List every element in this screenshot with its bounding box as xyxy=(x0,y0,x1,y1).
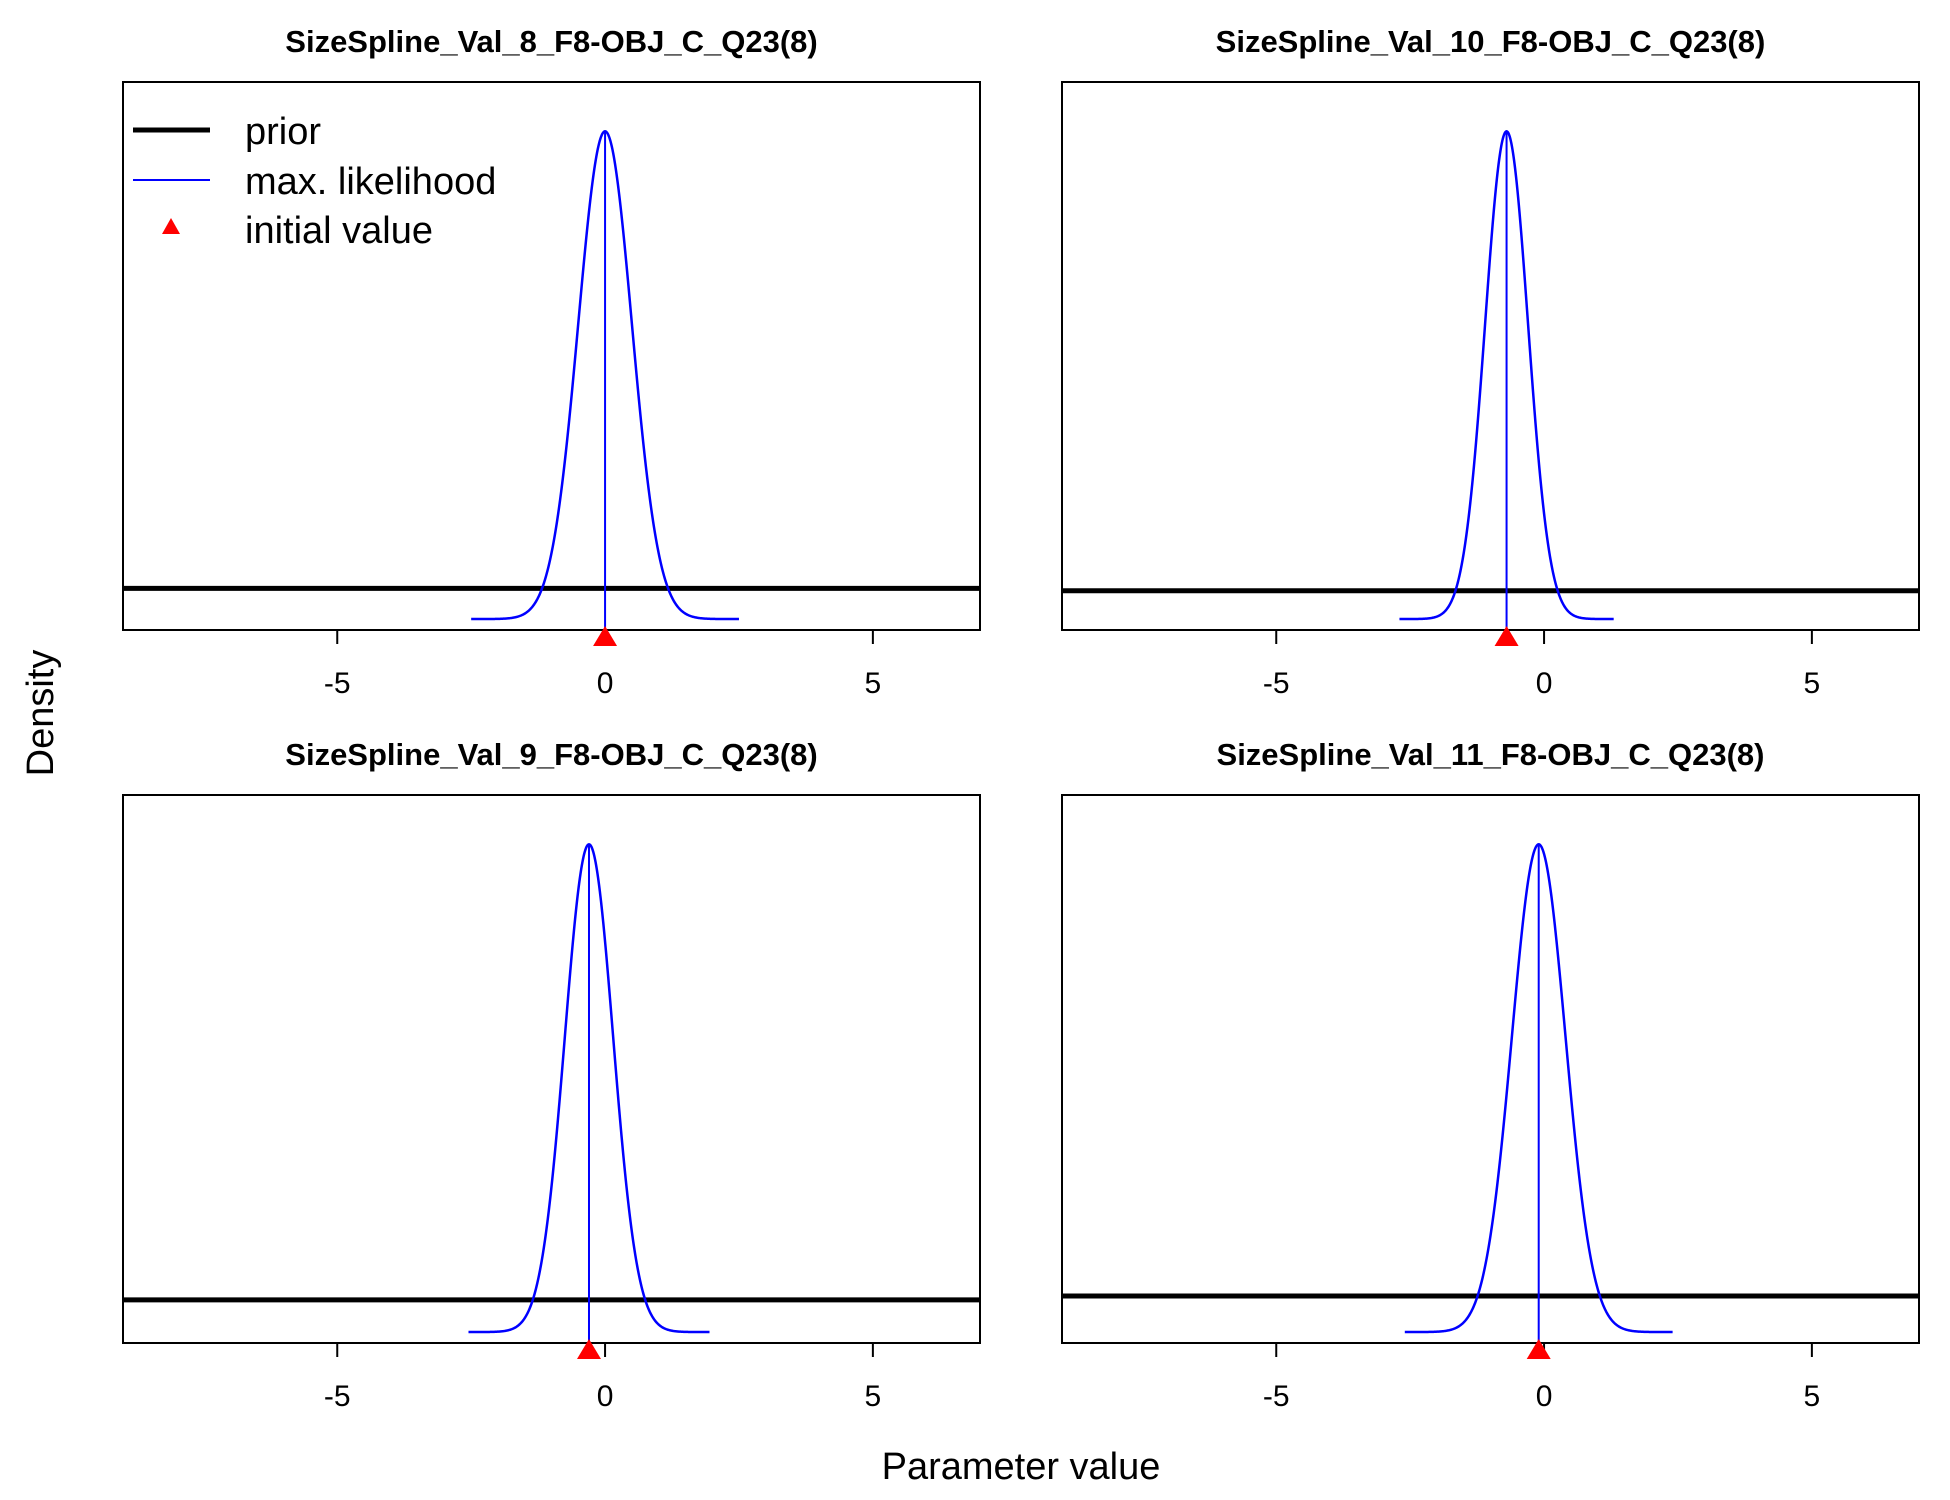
x-tick-label: 5 xyxy=(1804,667,1821,700)
panel-title: SizeSpline_Val_11_F8-OBJ_C_Q23(8) xyxy=(1217,737,1765,772)
x-tick-label: -5 xyxy=(1263,667,1290,700)
initial-value-marker xyxy=(576,1339,601,1359)
legend-initial-label: initial value xyxy=(245,210,433,252)
plot-area xyxy=(1062,130,1919,630)
panel-frame xyxy=(1061,794,1920,1344)
x-axis-label: Parameter value xyxy=(882,1446,1161,1488)
plot-area xyxy=(123,130,980,630)
legend-prior-label: prior xyxy=(245,111,321,153)
x-tick-label: 5 xyxy=(865,1380,882,1413)
legend: prior max. likelihood initial value xyxy=(133,111,496,252)
panel-2: SizeSpline_Val_10_F8-OBJ_C_Q23(8) -5 0 5 xyxy=(1061,24,1920,700)
x-tick-label: -5 xyxy=(324,1380,351,1413)
initial-value-marker xyxy=(1494,626,1519,646)
panel-title: SizeSpline_Val_9_F8-OBJ_C_Q23(8) xyxy=(285,737,817,772)
panel-3: SizeSpline_Val_9_F8-OBJ_C_Q23(8) -5 0 5 xyxy=(122,737,981,1413)
plot-area xyxy=(123,843,980,1343)
legend-ml-label: max. likelihood xyxy=(245,161,496,203)
x-tick-label: 5 xyxy=(865,667,882,700)
x-tick-label: 0 xyxy=(1536,1380,1553,1413)
x-tick-label: -5 xyxy=(1263,1380,1290,1413)
panel-1: SizeSpline_Val_8_F8-OBJ_C_Q23(8) -5 0 5 xyxy=(122,24,981,700)
plot-area xyxy=(1062,843,1919,1343)
panel-title: SizeSpline_Val_8_F8-OBJ_C_Q23(8) xyxy=(285,24,817,59)
x-tick-label: 0 xyxy=(597,1380,614,1413)
x-tick-label: 0 xyxy=(597,667,614,700)
initial-value-marker xyxy=(593,626,618,646)
panel-frame xyxy=(122,81,981,631)
panel-frame xyxy=(122,794,981,1344)
legend-initial-value-triangle xyxy=(162,218,180,234)
y-axis-label: Density xyxy=(20,650,62,777)
panel-frame xyxy=(1061,81,1920,631)
panels: SizeSpline_Val_8_F8-OBJ_C_Q23(8)-5 0 5Size… xyxy=(122,24,1920,1413)
initial-value-marker xyxy=(1526,1339,1551,1359)
x-tick-label: 5 xyxy=(1804,1380,1821,1413)
panel-title: SizeSpline_Val_10_F8-OBJ_C_Q23(8) xyxy=(1216,24,1766,59)
panel-4: SizeSpline_Val_11_F8-OBJ_C_Q23(8) -5 0 5 xyxy=(1061,737,1920,1413)
x-tick-label: 0 xyxy=(1536,667,1553,700)
x-tick-label: -5 xyxy=(324,667,351,700)
